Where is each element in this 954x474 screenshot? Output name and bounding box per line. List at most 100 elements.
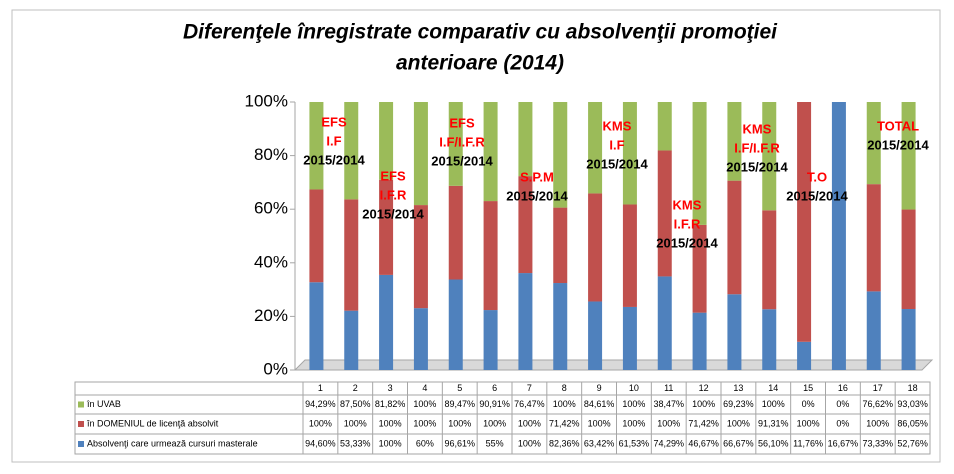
annotation-label: I.F.R	[380, 187, 407, 202]
x-tick-label: 9	[597, 383, 602, 393]
annotation-label: KMS	[743, 121, 772, 136]
bar-segment	[866, 184, 881, 292]
data-label: 0%	[836, 418, 849, 428]
bar-segment	[762, 102, 777, 211]
data-label: 73,33%	[862, 438, 893, 448]
x-tick-label: 7	[527, 383, 532, 393]
data-label: 60%	[416, 438, 434, 448]
bar-segment	[379, 102, 394, 180]
bar-segment	[483, 102, 498, 202]
chart-border	[11, 9, 941, 463]
annotation-label: EFS	[449, 115, 475, 130]
bar-segment	[588, 193, 603, 302]
bar-segment	[553, 102, 568, 208]
data-label: 55%	[486, 438, 504, 448]
data-label: 100%	[727, 418, 750, 428]
annotation-label: I.F/I.F.R	[734, 140, 780, 155]
bar-segment	[762, 210, 777, 310]
bar-segment	[797, 102, 812, 342]
bar-segment	[727, 180, 742, 295]
bar-segment	[553, 283, 568, 370]
x-tick-label: 16	[838, 383, 848, 393]
x-tick-label: 18	[908, 383, 918, 393]
bar-segment	[413, 205, 428, 309]
bar-segment	[657, 102, 672, 151]
data-label: 91,31%	[758, 418, 789, 428]
data-label: 100%	[413, 418, 436, 428]
annotation-period: 2015/2014	[303, 152, 365, 167]
data-label: 61,53%	[619, 438, 650, 448]
annotation-period: 2015/2014	[726, 159, 788, 174]
annotation-label: TOTAL	[877, 118, 919, 133]
bar-segment	[866, 102, 881, 185]
data-label: 100%	[866, 418, 889, 428]
y-tick-label: 0%	[263, 359, 288, 378]
data-label: 96,61%	[444, 438, 475, 448]
annotation-period: 2015/2014	[506, 188, 568, 203]
bar-segment	[657, 150, 672, 277]
data-label: 100%	[553, 399, 576, 409]
data-label: 82,36%	[549, 438, 580, 448]
data-label: 100%	[483, 418, 506, 428]
x-tick-label: 1	[318, 383, 323, 393]
annotation-period: 2015/2014	[786, 188, 848, 203]
legend-label: în DOMENIUL de licenţă absolvit	[86, 418, 219, 428]
data-label: 46,67%	[688, 438, 719, 448]
legend-key	[78, 401, 84, 408]
bar-segment	[344, 102, 359, 200]
data-label: 94,29%	[305, 399, 336, 409]
bar-segment	[588, 102, 603, 194]
bar-segment	[866, 291, 881, 370]
bar-segment	[518, 102, 533, 177]
bar-segment	[622, 204, 637, 307]
data-label: 53,33%	[340, 438, 371, 448]
bar-segment	[483, 310, 498, 370]
x-tick-label: 17	[873, 383, 883, 393]
data-label: 76,62%	[862, 399, 893, 409]
data-label: 0%	[836, 399, 849, 409]
annotation-period: 2015/2014	[431, 153, 493, 168]
data-label: 86,05%	[897, 418, 928, 428]
data-label: 71,42%	[549, 418, 580, 428]
data-label: 69,23%	[723, 399, 754, 409]
bar-segment	[692, 102, 707, 225]
data-label: 74,29%	[653, 438, 684, 448]
data-label: 71,42%	[688, 418, 719, 428]
bar-segment	[518, 273, 533, 370]
data-label: 100%	[797, 418, 820, 428]
bar-segment	[553, 207, 568, 284]
chart-title: anterioare (2014)	[396, 52, 564, 75]
x-tick-label: 5	[457, 383, 462, 393]
y-tick-label: 20%	[254, 306, 288, 325]
data-label: 100%	[657, 418, 680, 428]
bar-segment	[448, 102, 463, 186]
y-tick-label: 60%	[254, 199, 288, 218]
bar-segment	[831, 102, 846, 370]
data-label: 76,47%	[514, 399, 545, 409]
data-label: 100%	[344, 418, 367, 428]
data-label: 38,47%	[653, 399, 684, 409]
bar-segment	[483, 201, 498, 311]
x-tick-label: 8	[562, 383, 567, 393]
annotation-period: 2015/2014	[362, 206, 424, 221]
bar-segment	[413, 308, 428, 370]
y-tick-label: 100%	[245, 91, 288, 110]
data-label: 100%	[518, 418, 541, 428]
data-label: 63,42%	[584, 438, 615, 448]
annotation-label: S.P.M	[520, 169, 554, 184]
x-tick-label: 3	[388, 383, 393, 393]
bar-segment	[518, 176, 533, 274]
data-label: 100%	[622, 399, 645, 409]
data-label: 100%	[379, 438, 402, 448]
bar-segment	[379, 274, 394, 370]
data-label: 100%	[413, 399, 436, 409]
data-label: 87,50%	[340, 399, 371, 409]
legend-key	[78, 421, 84, 427]
bar-segment	[309, 189, 324, 283]
bar-segment	[588, 301, 603, 370]
x-tick-label: 13	[733, 383, 743, 393]
bar-segment	[309, 282, 324, 370]
bar-segment	[901, 309, 916, 370]
annotation-period: 2015/2014	[867, 137, 929, 152]
